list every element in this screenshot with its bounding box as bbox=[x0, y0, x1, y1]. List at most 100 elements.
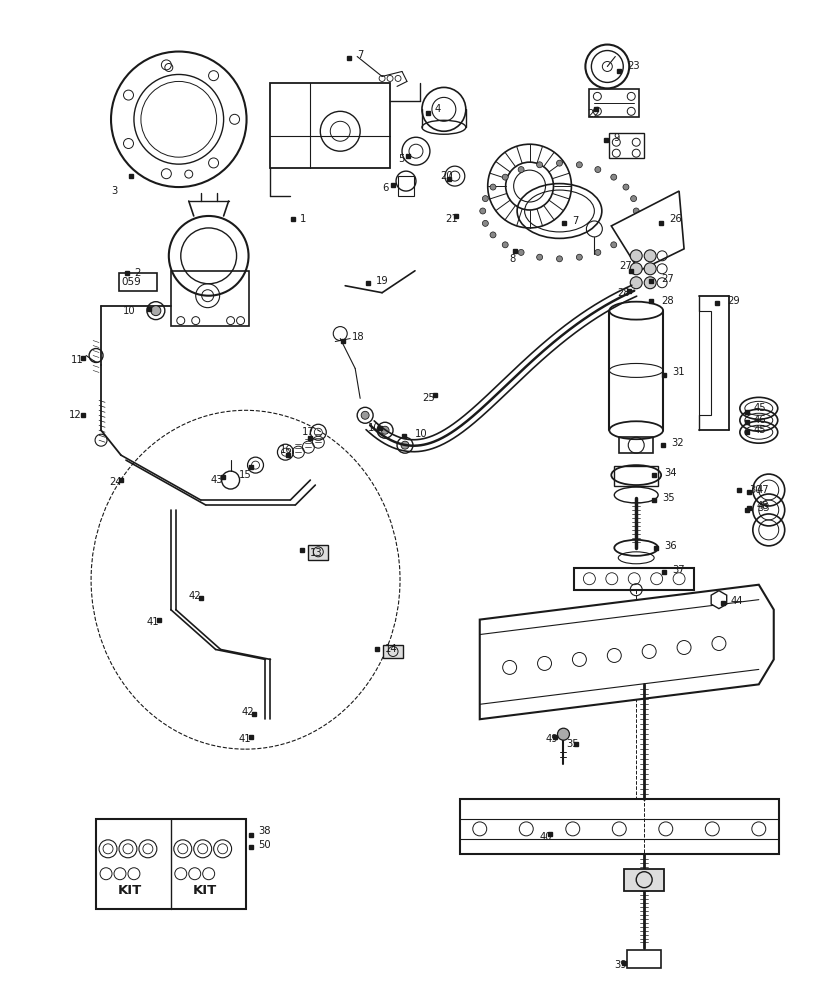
Circle shape bbox=[644, 263, 656, 275]
Text: 7: 7 bbox=[357, 50, 364, 60]
Polygon shape bbox=[611, 191, 684, 271]
Text: 34: 34 bbox=[664, 468, 676, 478]
Text: 5: 5 bbox=[398, 154, 405, 164]
Circle shape bbox=[630, 263, 642, 275]
Bar bbox=[398, 176, 414, 196]
Text: 28: 28 bbox=[661, 296, 674, 306]
Text: 10: 10 bbox=[123, 306, 135, 316]
Circle shape bbox=[381, 426, 389, 434]
Text: 45: 45 bbox=[754, 425, 766, 435]
Text: 47: 47 bbox=[756, 485, 769, 495]
Text: 22: 22 bbox=[588, 109, 600, 119]
Bar bbox=[610, 133, 644, 158]
Text: 37: 37 bbox=[672, 565, 685, 575]
Text: KIT: KIT bbox=[193, 884, 217, 897]
Text: 44: 44 bbox=[731, 596, 743, 606]
Circle shape bbox=[557, 256, 562, 262]
Text: 16: 16 bbox=[279, 445, 292, 455]
Text: 25: 25 bbox=[422, 393, 435, 403]
Bar bbox=[628, 950, 661, 968]
Text: 10: 10 bbox=[368, 423, 381, 433]
Circle shape bbox=[537, 162, 543, 168]
Bar bbox=[460, 799, 778, 854]
Text: 059: 059 bbox=[121, 277, 140, 287]
Text: 4: 4 bbox=[435, 104, 441, 114]
Text: 17: 17 bbox=[303, 427, 315, 437]
Circle shape bbox=[610, 242, 617, 248]
Circle shape bbox=[631, 196, 636, 202]
Bar bbox=[270, 83, 390, 168]
Circle shape bbox=[482, 220, 488, 226]
Bar bbox=[308, 545, 328, 560]
Circle shape bbox=[537, 254, 543, 260]
Circle shape bbox=[644, 277, 656, 289]
Text: 21: 21 bbox=[445, 214, 458, 224]
Circle shape bbox=[502, 242, 508, 248]
Text: 46: 46 bbox=[754, 415, 766, 425]
Text: 43: 43 bbox=[211, 475, 223, 485]
Text: 35: 35 bbox=[662, 493, 675, 503]
Text: 19: 19 bbox=[376, 276, 389, 286]
Bar bbox=[574, 568, 694, 590]
Text: 50: 50 bbox=[259, 840, 271, 850]
Text: 8: 8 bbox=[510, 254, 516, 264]
Text: 27: 27 bbox=[619, 261, 632, 271]
Text: 36: 36 bbox=[664, 541, 676, 551]
Text: 41: 41 bbox=[238, 734, 251, 744]
Text: 3: 3 bbox=[111, 186, 118, 196]
Text: 32: 32 bbox=[671, 438, 684, 448]
Text: 41: 41 bbox=[147, 617, 159, 627]
Polygon shape bbox=[712, 591, 727, 609]
Text: 7: 7 bbox=[573, 216, 579, 226]
Text: 42: 42 bbox=[188, 591, 202, 601]
Text: 2: 2 bbox=[134, 268, 140, 278]
Text: 49: 49 bbox=[546, 734, 558, 744]
Text: 1: 1 bbox=[300, 214, 307, 224]
Bar bbox=[614, 466, 659, 486]
Circle shape bbox=[557, 160, 562, 166]
Text: 23: 23 bbox=[628, 61, 640, 71]
Text: 6: 6 bbox=[382, 183, 388, 193]
Circle shape bbox=[518, 167, 524, 173]
Circle shape bbox=[490, 232, 496, 238]
Circle shape bbox=[490, 184, 496, 190]
Text: 38: 38 bbox=[259, 826, 271, 836]
Text: 9: 9 bbox=[614, 133, 619, 143]
Circle shape bbox=[480, 208, 486, 214]
Circle shape bbox=[630, 277, 642, 289]
Circle shape bbox=[502, 174, 508, 180]
Circle shape bbox=[576, 162, 583, 168]
Text: 31: 31 bbox=[672, 367, 685, 377]
Bar bbox=[619, 437, 653, 453]
Text: 24: 24 bbox=[109, 477, 122, 487]
Text: 18: 18 bbox=[353, 332, 365, 342]
Text: 39: 39 bbox=[614, 960, 627, 970]
Circle shape bbox=[361, 411, 369, 419]
Circle shape bbox=[610, 174, 617, 180]
Text: 10: 10 bbox=[415, 429, 428, 439]
Circle shape bbox=[576, 254, 583, 260]
Bar bbox=[589, 89, 639, 117]
Text: KIT: KIT bbox=[118, 884, 142, 897]
Bar bbox=[699, 311, 711, 415]
Circle shape bbox=[401, 441, 409, 449]
Circle shape bbox=[557, 728, 570, 740]
Circle shape bbox=[630, 250, 642, 262]
Circle shape bbox=[631, 220, 636, 226]
Polygon shape bbox=[480, 585, 774, 719]
Text: 48: 48 bbox=[756, 501, 769, 511]
Circle shape bbox=[595, 167, 601, 173]
Text: 40: 40 bbox=[539, 832, 552, 842]
Circle shape bbox=[623, 232, 629, 238]
Circle shape bbox=[151, 306, 161, 316]
Circle shape bbox=[518, 249, 524, 255]
Text: 28: 28 bbox=[617, 288, 630, 298]
Text: 15: 15 bbox=[238, 470, 251, 480]
Bar bbox=[624, 869, 664, 891]
Circle shape bbox=[644, 250, 656, 262]
Bar bbox=[171, 271, 249, 326]
Bar bbox=[383, 645, 403, 658]
Text: 33: 33 bbox=[756, 503, 769, 513]
Text: 20: 20 bbox=[440, 171, 453, 181]
Bar bbox=[96, 819, 246, 909]
